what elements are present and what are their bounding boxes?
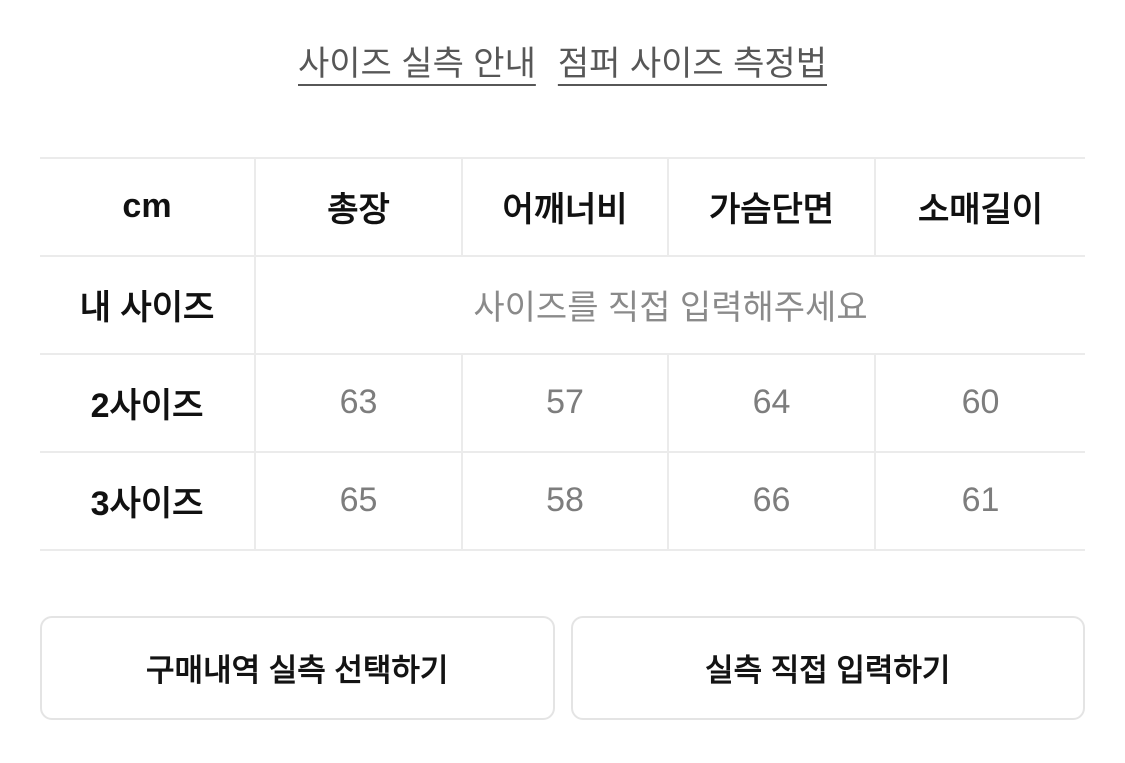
action-buttons: 구매내역 실측 선택하기 실측 직접 입력하기	[40, 615, 1085, 720]
size-2-chest-width: 64	[667, 352, 876, 453]
size-3-label: 3사이즈	[40, 450, 256, 551]
column-header-sleeve-length: 소매길이	[874, 156, 1085, 257]
size-3-total-length: 65	[254, 450, 463, 551]
enter-measure-directly-button[interactable]: 실측 직접 입력하기	[570, 615, 1085, 720]
table-header-row: cm 총장 어깨너비 가슴단면 소매길이	[40, 156, 1085, 257]
size-3-sleeve-length: 61	[874, 450, 1085, 551]
size-row-2: 2사이즈 63 57 64 60	[40, 352, 1085, 453]
size-row-3: 3사이즈 65 58 66 61	[40, 450, 1085, 551]
select-purchase-measure-button[interactable]: 구매내역 실측 선택하기	[40, 615, 555, 720]
column-header-shoulder-width: 어깨너비	[461, 156, 669, 257]
size-2-label: 2사이즈	[40, 352, 256, 453]
column-header-chest-width: 가슴단면	[667, 156, 876, 257]
size-2-sleeve-length: 60	[874, 352, 1085, 453]
guide-links: 사이즈 실측 안내 점퍼 사이즈 측정법	[0, 0, 1125, 85]
size-measure-guide-link[interactable]: 사이즈 실측 안내	[298, 45, 536, 83]
jumper-size-method-link[interactable]: 점퍼 사이즈 측정법	[557, 45, 827, 83]
my-size-input-area[interactable]: 사이즈를 직접 입력해주세요	[254, 254, 1085, 355]
size-table: cm 총장 어깨너비 가슴단면 소매길이 내 사이즈 사이즈를 직접 입력해주세…	[40, 156, 1085, 551]
column-header-total-length: 총장	[254, 156, 463, 257]
unit-header-cell: cm	[40, 156, 256, 257]
my-size-row: 내 사이즈 사이즈를 직접 입력해주세요	[40, 254, 1085, 355]
my-size-label: 내 사이즈	[40, 254, 256, 355]
size-2-shoulder-width: 57	[461, 352, 669, 453]
size-3-chest-width: 66	[667, 450, 876, 551]
size-3-shoulder-width: 58	[461, 450, 669, 551]
size-2-total-length: 63	[254, 352, 463, 453]
